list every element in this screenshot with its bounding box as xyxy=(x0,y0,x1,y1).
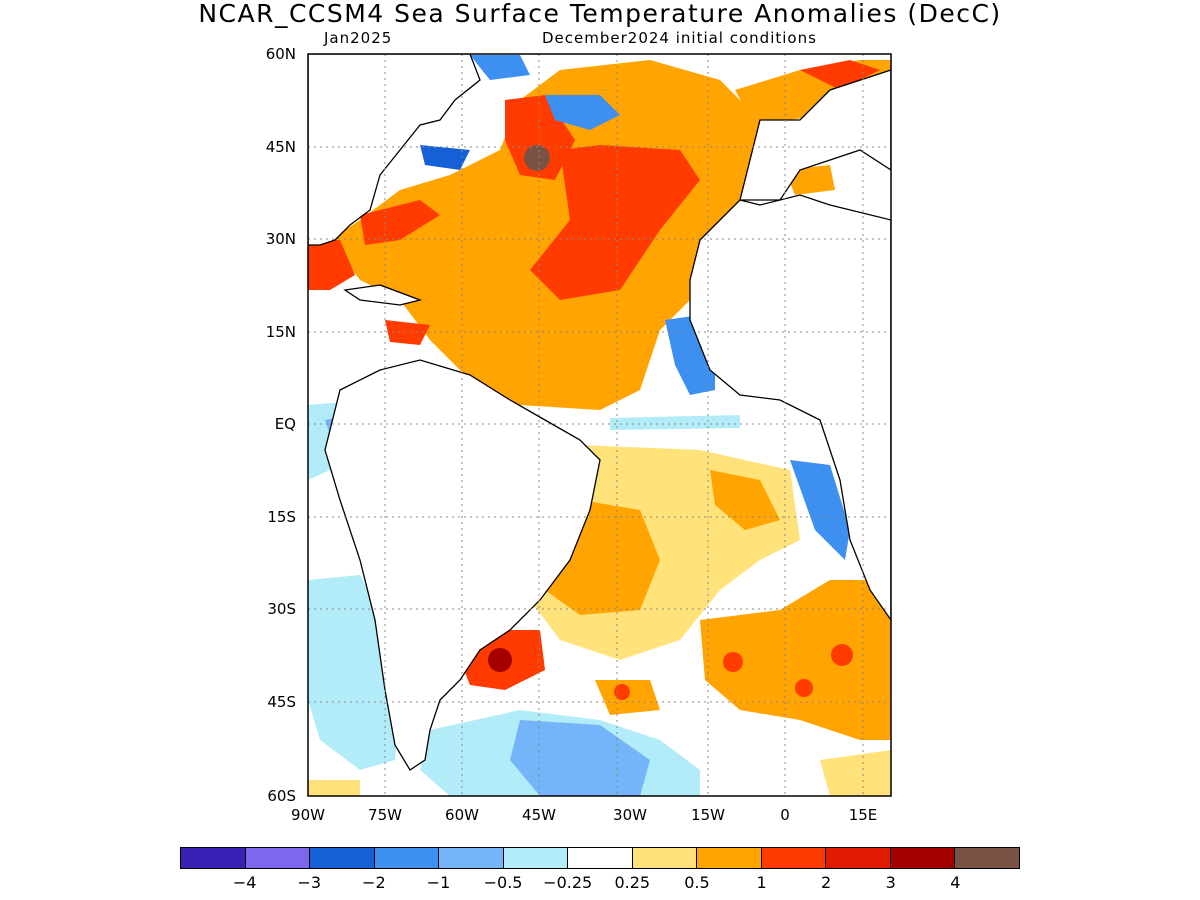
colorbar-label: 2 xyxy=(821,873,832,892)
lat-tick-label: 60N xyxy=(266,45,296,63)
anomaly-region-north-atlantic xyxy=(330,60,760,410)
colorbar-label: −2 xyxy=(362,873,386,892)
colorbar-label: −3 xyxy=(297,873,322,892)
colorbar-swatch xyxy=(826,848,891,868)
lon-tick-label: 75W xyxy=(368,806,402,824)
north-america-land xyxy=(308,54,481,246)
lon-tick-label: 60W xyxy=(445,806,479,824)
colorbar-swatch xyxy=(955,848,1019,868)
colorbar-label: −4 xyxy=(232,873,257,892)
colorbar-label: −1 xyxy=(426,873,451,892)
lon-tick-label: 90W xyxy=(291,806,325,824)
europe-land xyxy=(739,69,891,201)
anomaly-max-newfoundland xyxy=(524,145,550,171)
grid-lines xyxy=(308,54,891,796)
lon-axis: 90W 75W 60W 45W 30W 15W 0 15E xyxy=(291,806,877,824)
colorbar-label: 3 xyxy=(885,873,896,892)
colorbar-swatch xyxy=(181,848,246,868)
lat-tick-label: 60S xyxy=(267,787,296,805)
lat-tick-label: 15N xyxy=(266,323,296,341)
plot-frame xyxy=(307,53,892,797)
colorbar-label: 1 xyxy=(756,873,767,892)
colorbar-swatch xyxy=(697,848,762,868)
africa-land xyxy=(689,194,891,622)
lon-tick-label: 15W xyxy=(691,806,725,824)
colorbar-swatch xyxy=(439,848,504,868)
anomaly-region-north-atlantic-core xyxy=(530,145,700,300)
lat-tick-label: 30S xyxy=(267,600,296,618)
colorbar-label: 0.25 xyxy=(614,873,651,892)
colorbar-label: −0.25 xyxy=(543,873,593,892)
anomaly-region-benguela xyxy=(790,460,850,560)
colorbar-swatch xyxy=(632,848,698,868)
initial-conditions: December2024 initial conditions xyxy=(542,29,817,47)
lat-tick-label: 45N xyxy=(266,138,296,156)
map-title: NCAR_CCSM4 Sea Surface Temperature Anoma… xyxy=(198,0,1002,28)
lon-tick-label: 45W xyxy=(522,806,556,824)
colorbar-swatch xyxy=(503,848,569,868)
colorbar-swatch xyxy=(890,848,956,868)
colorbar-swatch xyxy=(374,848,440,868)
cuba-island xyxy=(343,284,423,306)
lat-tick-label: 15S xyxy=(267,508,296,526)
colorbar-swatch xyxy=(568,848,633,868)
lat-tick-label: 30N xyxy=(266,230,296,248)
lon-tick-label: 0 xyxy=(780,806,790,824)
colorbar-swatch xyxy=(310,848,375,868)
lon-tick-label: 15E xyxy=(849,806,878,824)
colorbar-label: 0.5 xyxy=(684,873,710,892)
colorbar-label: 4 xyxy=(950,873,961,892)
colorbar-swatch xyxy=(245,848,311,868)
lat-tick-label: EQ xyxy=(275,415,296,433)
colorbar-label: −0.5 xyxy=(483,873,523,892)
lon-tick-label: 30W xyxy=(613,806,647,824)
lat-tick-label: 45S xyxy=(267,693,296,711)
lat-axis: 60N 45N 30N 15N EQ 15S 30S 45S 60S xyxy=(266,45,296,805)
colorbar-swatch xyxy=(761,848,827,868)
forecast-month: Jan2025 xyxy=(324,29,393,47)
colorbar xyxy=(180,847,1020,869)
